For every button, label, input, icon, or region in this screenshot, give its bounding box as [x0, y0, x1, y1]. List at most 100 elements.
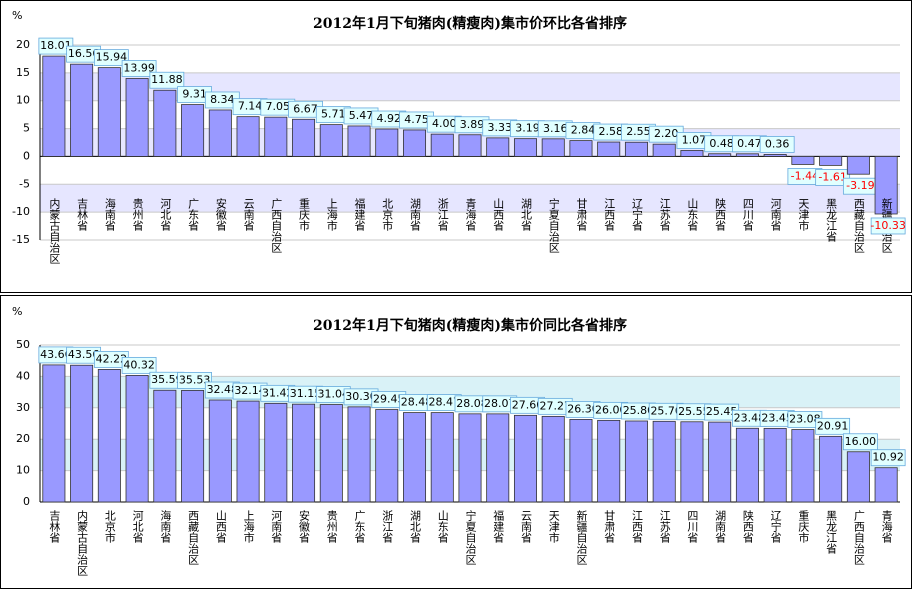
x-tick-label: 浙江省	[381, 510, 394, 544]
value-label: 0.47	[737, 137, 762, 150]
value-label: 2.84	[571, 124, 596, 137]
x-tick-label: 安徽省	[298, 509, 311, 544]
value-label: 23.48	[734, 411, 766, 424]
y-tick-label: 30	[16, 401, 30, 414]
x-tick-label: 西藏自治区	[187, 510, 200, 565]
x-tick-label: 北京市	[381, 198, 394, 232]
bar	[569, 419, 593, 503]
bar	[375, 409, 399, 503]
y-tick-label: 10	[16, 94, 30, 107]
value-label: 11.88	[151, 73, 183, 86]
bar	[791, 429, 815, 503]
bar	[70, 364, 94, 503]
x-tick-label: 新疆自治区	[575, 509, 588, 565]
bar	[874, 467, 898, 503]
bar	[791, 156, 815, 165]
bar	[153, 389, 177, 503]
x-tick-label: 四川省	[686, 510, 699, 544]
bar	[403, 412, 427, 503]
bar	[181, 390, 205, 503]
value-label: 15.94	[96, 51, 128, 64]
value-label-box	[177, 372, 212, 389]
x-tick-label: 山东省	[436, 510, 449, 544]
value-label: -10.33	[870, 219, 905, 232]
value-label: 25.55	[678, 405, 710, 418]
value-label: 9.31	[182, 88, 207, 101]
value-label-box	[93, 49, 129, 67]
bar	[819, 435, 843, 503]
value-label: 20.91	[817, 419, 849, 432]
bar	[42, 55, 66, 157]
value-label: 25.70	[650, 404, 682, 417]
bar	[319, 404, 343, 503]
bar	[486, 413, 510, 503]
value-label: 35.53	[179, 373, 211, 386]
x-tick-label: 湖北省	[519, 198, 532, 232]
value-label: 16.00	[845, 435, 877, 448]
value-label: 10.92	[872, 451, 904, 464]
x-tick-label: 甘肃省	[603, 510, 616, 544]
y-tick-label: 5	[23, 122, 30, 135]
y-tick-label: 40	[16, 369, 30, 382]
value-label: 13.99	[123, 61, 155, 74]
bar	[513, 138, 537, 157]
x-tick-label: 河南省	[769, 198, 782, 232]
x-tick-label: 贵州省	[131, 198, 144, 232]
value-label: 31.42	[262, 386, 294, 399]
bar	[347, 406, 371, 503]
value-label-box	[815, 168, 851, 186]
x-tick-label: 海南省	[103, 197, 116, 232]
value-label-box	[815, 417, 851, 435]
bar	[846, 156, 870, 175]
value-label: 27.27	[539, 399, 571, 412]
bar	[292, 403, 316, 503]
bar	[735, 153, 759, 157]
value-label-box	[842, 433, 878, 451]
x-tick-label: 上海市	[242, 510, 255, 544]
bar	[541, 138, 565, 157]
x-tick-label: 辽宁省	[630, 198, 643, 232]
x-tick-label: 广西自治区	[852, 510, 865, 565]
value-label: 28.48	[401, 396, 433, 409]
x-tick-label: 福建省	[492, 509, 505, 544]
bar	[513, 414, 537, 503]
x-tick-label: 宁夏自治区	[547, 197, 560, 253]
value-label: 32.14	[234, 384, 266, 397]
value-label: 43.66	[40, 348, 72, 361]
value-label: 7.05	[266, 100, 291, 113]
y-tick-label: 10	[16, 464, 30, 477]
band	[40, 212, 900, 240]
x-tick-label: 黑龙江省	[825, 510, 838, 555]
x-tick-label: 山西省	[214, 510, 227, 544]
x-tick-label: 福建省	[353, 197, 366, 232]
y-tick-label: 0	[23, 495, 30, 508]
value-label: 2.55	[626, 125, 651, 138]
value-label-box	[121, 356, 157, 374]
value-label: 0.36	[765, 137, 790, 150]
x-tick-label: 山西省	[492, 198, 505, 232]
value-label: 42.22	[96, 352, 128, 365]
y-tick-label: -10	[12, 205, 30, 218]
x-tick-label: 内蒙古自治区	[76, 509, 89, 576]
value-label: 3.16	[543, 122, 568, 135]
value-label: 30.30	[345, 390, 377, 403]
y-tick-label: -15	[12, 233, 30, 246]
x-tick-label: 江苏省	[658, 510, 671, 544]
x-tick-label: 四川省	[741, 198, 754, 232]
bar	[458, 413, 482, 503]
bar	[97, 369, 121, 503]
bar	[319, 124, 343, 157]
bar	[597, 419, 621, 503]
value-label: 23.08	[789, 413, 821, 426]
value-label: 40.32	[123, 358, 155, 371]
bar	[97, 67, 121, 157]
x-tick-label: 辽宁省	[769, 510, 782, 544]
bar	[208, 399, 232, 503]
bar	[181, 104, 205, 157]
value-label: 2.20	[654, 127, 679, 140]
x-tick-label: 北京市	[103, 510, 116, 544]
bar	[763, 154, 787, 157]
x-tick-label: 甘肃省	[575, 198, 588, 232]
bar	[292, 118, 316, 157]
y-unit: %	[12, 305, 22, 318]
